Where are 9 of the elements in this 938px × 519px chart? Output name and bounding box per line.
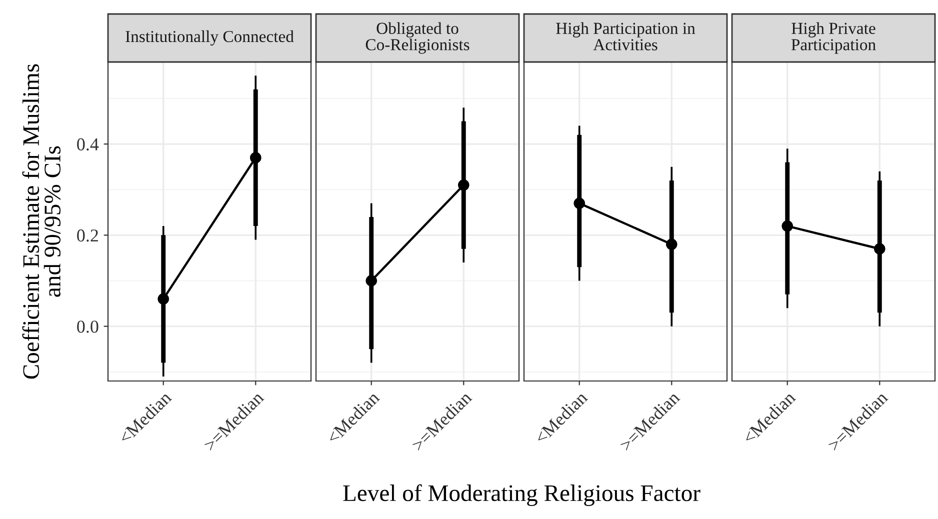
- chart-title: High Participation in Activities: [556, 22, 696, 50]
- chart-title: Institutionally Connected: [126, 30, 294, 46]
- y-tick-label: 0.2: [77, 229, 98, 242]
- chart-title: High Private Participation: [791, 22, 876, 54]
- y-tick-label: 0.0: [77, 320, 98, 333]
- chart-title: Obligated to Co-Religionists: [366, 22, 470, 54]
- x-axis-title: Level of Moderating Religious Factor: [343, 484, 700, 506]
- y-axis-title: Coefficient Estimate for Muslims and 90/95% CIs: [22, 64, 61, 379]
- y-tick-label: 0.4: [77, 138, 99, 151]
